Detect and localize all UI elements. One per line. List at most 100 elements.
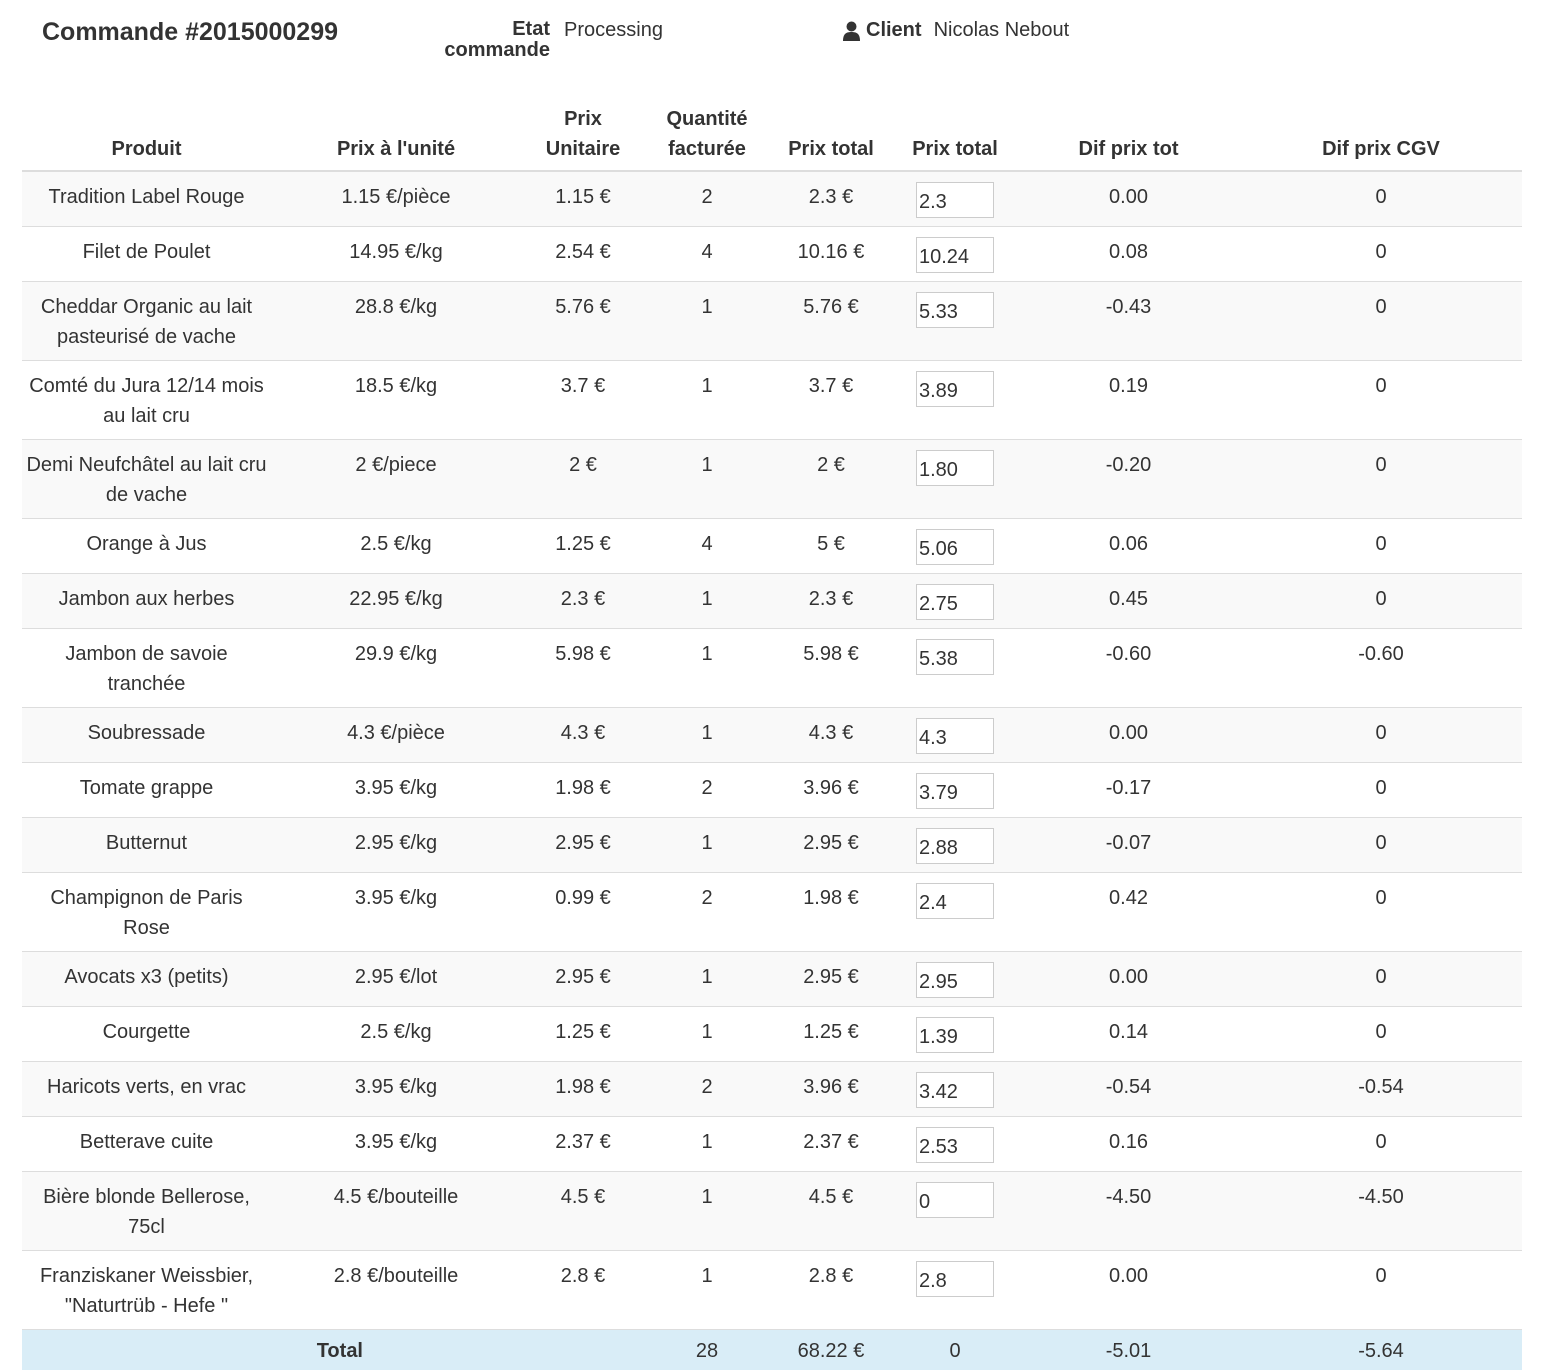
- product-link[interactable]: Haricots verts, en vrac: [22, 1062, 271, 1117]
- price-total-input-cell: [893, 361, 1017, 440]
- product-link[interactable]: Avocats x3 (petits): [22, 952, 271, 1007]
- price-total: 3.7 €: [769, 361, 893, 440]
- price-total-input[interactable]: [916, 237, 994, 273]
- product-link[interactable]: Comté du Jura 12/14 mois au lait cru: [22, 361, 271, 440]
- dif-prix-cgv: 0: [1240, 952, 1522, 1007]
- dif-prix-tot: -0.20: [1017, 440, 1240, 519]
- dif-prix-tot: -4.50: [1017, 1172, 1240, 1251]
- product-link[interactable]: Demi Neufchâtel au lait cru de vache: [22, 440, 271, 519]
- price-unitaire: 3.7 €: [521, 361, 645, 440]
- price-unitaire: 2.95 €: [521, 818, 645, 873]
- product-link[interactable]: Tradition Label Rouge: [22, 171, 271, 227]
- quantity-invoiced: 1: [645, 1172, 769, 1251]
- dif-prix-cgv: 0: [1240, 818, 1522, 873]
- dif-prix-tot: -0.60: [1017, 629, 1240, 708]
- price-unitaire: 0.99 €: [521, 873, 645, 952]
- column-header: Prix total: [893, 98, 1017, 171]
- product-link[interactable]: Jambon aux herbes: [22, 574, 271, 629]
- price-total-input-cell: [893, 440, 1017, 519]
- quantity-invoiced: 1: [645, 1007, 769, 1062]
- quantity-invoiced: 4: [645, 227, 769, 282]
- dif-prix-tot: 0.19: [1017, 361, 1240, 440]
- unit-price: 4.3 €/pièce: [271, 708, 521, 763]
- price-total-input-cell: [893, 1062, 1017, 1117]
- column-header: Quantité facturée: [645, 98, 769, 171]
- product-link[interactable]: Jambon de savoie tranchée: [22, 629, 271, 708]
- dif-prix-tot: -0.43: [1017, 282, 1240, 361]
- quantity-invoiced: 4: [645, 519, 769, 574]
- price-total-input[interactable]: [916, 182, 994, 218]
- unit-price: 14.95 €/kg: [271, 227, 521, 282]
- price-total-input-cell: [893, 282, 1017, 361]
- product-link[interactable]: Courgette: [22, 1007, 271, 1062]
- quantity-invoiced: 2: [645, 763, 769, 818]
- quantity-invoiced: 2: [645, 171, 769, 227]
- product-link[interactable]: Cheddar Organic au lait pasteurisé de va…: [22, 282, 271, 361]
- dif-prix-tot: -0.54: [1017, 1062, 1240, 1117]
- unit-price: 29.9 €/kg: [271, 629, 521, 708]
- quantity-invoiced: 1: [645, 1251, 769, 1330]
- price-unitaire: 1.98 €: [521, 1062, 645, 1117]
- product-link[interactable]: Bière blonde Bellerose, 75cl: [22, 1172, 271, 1251]
- product-link[interactable]: Filet de Poulet: [22, 227, 271, 282]
- price-total-input[interactable]: [916, 639, 994, 675]
- dif-prix-cgv: 0: [1240, 1251, 1522, 1330]
- price-total-input[interactable]: [916, 1127, 994, 1163]
- column-header: Prix Unitaire: [521, 98, 645, 171]
- column-header: Produit: [22, 98, 271, 171]
- price-total-input[interactable]: [916, 883, 994, 919]
- dif-prix-cgv: -0.60: [1240, 629, 1522, 708]
- price-unitaire: 2.54 €: [521, 227, 645, 282]
- dif-prix-cgv: 0: [1240, 873, 1522, 952]
- price-unitaire: 2.8 €: [521, 1251, 645, 1330]
- product-link[interactable]: Champignon de Paris Rose: [22, 873, 271, 952]
- order-header: Commande #2015000299 Etat commande Proce…: [0, 0, 1542, 90]
- price-total-input[interactable]: [916, 584, 994, 620]
- price-total-input[interactable]: [916, 450, 994, 486]
- product-link[interactable]: Butternut: [22, 818, 271, 873]
- dif-prix-tot: 0.08: [1017, 227, 1240, 282]
- product-link[interactable]: Betterave cuite: [22, 1117, 271, 1172]
- price-total-input[interactable]: [916, 773, 994, 809]
- quantity-invoiced: 1: [645, 574, 769, 629]
- unit-price: 4.5 €/bouteille: [271, 1172, 521, 1251]
- price-total-input[interactable]: [916, 292, 994, 328]
- unit-price: 2.95 €/kg: [271, 818, 521, 873]
- unit-price: 28.8 €/kg: [271, 282, 521, 361]
- price-total-input[interactable]: [916, 828, 994, 864]
- price-total-input-cell: [893, 1117, 1017, 1172]
- price-total-input[interactable]: [916, 1017, 994, 1053]
- dif-prix-tot: 0.16: [1017, 1117, 1240, 1172]
- dif-prix-cgv: 0: [1240, 171, 1522, 227]
- price-total-input[interactable]: [916, 718, 994, 754]
- unit-price: 22.95 €/kg: [271, 574, 521, 629]
- dif-prix-cgv: 0: [1240, 519, 1522, 574]
- product-link[interactable]: Tomate grappe: [22, 763, 271, 818]
- product-link[interactable]: Soubressade: [22, 708, 271, 763]
- dif-prix-cgv: 0: [1240, 708, 1522, 763]
- quantity-invoiced: 1: [645, 440, 769, 519]
- dif-prix-cgv: 0: [1240, 361, 1522, 440]
- price-total: 3.96 €: [769, 1062, 893, 1117]
- product-link[interactable]: Orange à Jus: [22, 519, 271, 574]
- price-total-input[interactable]: [916, 1261, 994, 1297]
- price-total-input[interactable]: [916, 1072, 994, 1108]
- unit-price: 3.95 €/kg: [271, 1062, 521, 1117]
- price-unitaire: 2.3 €: [521, 574, 645, 629]
- price-total-input[interactable]: [916, 1182, 994, 1218]
- unit-price: 3.95 €/kg: [271, 873, 521, 952]
- dif-prix-tot: -0.07: [1017, 818, 1240, 873]
- product-link[interactable]: Franziskaner Weissbier, "Naturtrüb - Hef…: [22, 1251, 271, 1330]
- price-total-input[interactable]: [916, 371, 994, 407]
- price-total-input[interactable]: [916, 962, 994, 998]
- price-total-input[interactable]: [916, 529, 994, 565]
- price-total: 10.16 €: [769, 227, 893, 282]
- price-total: 4.3 €: [769, 708, 893, 763]
